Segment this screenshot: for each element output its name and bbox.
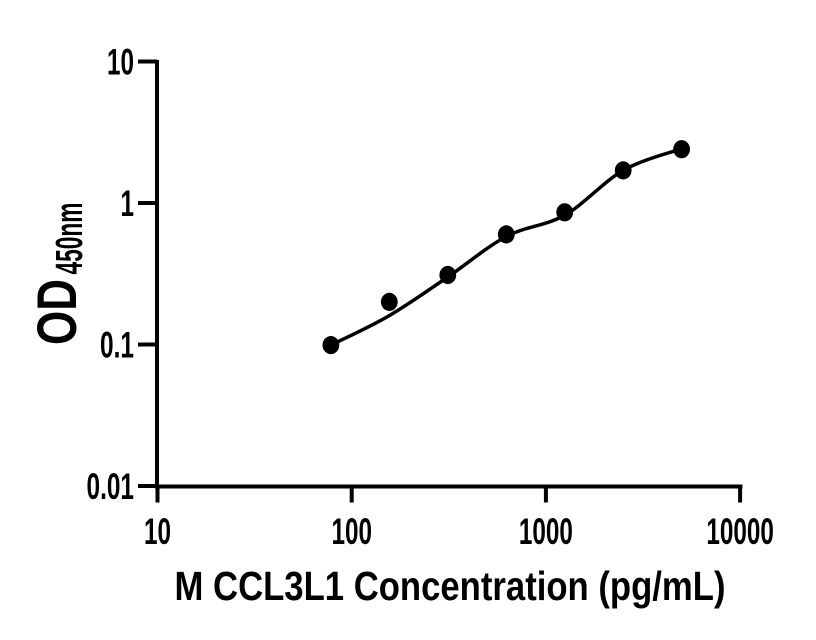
fit-curve-line bbox=[330, 147, 683, 347]
data-point bbox=[497, 225, 515, 244]
x-tick-label: 10000 bbox=[706, 511, 774, 552]
x-tick-label: 10 bbox=[144, 511, 171, 552]
data-point bbox=[614, 161, 632, 180]
x-tick-label: 1000 bbox=[519, 511, 573, 552]
data-point bbox=[439, 265, 457, 285]
data-point bbox=[322, 336, 340, 355]
data-point bbox=[673, 140, 690, 159]
y-axis-title-main: OD bbox=[25, 279, 88, 345]
y-tick-label: 1 bbox=[121, 183, 135, 224]
data-point bbox=[380, 292, 398, 311]
data-point bbox=[556, 203, 574, 222]
x-axis-title: M CCL3L1 Concentration (pg/mL) bbox=[175, 563, 726, 609]
y-axis-title: OD 450nm bbox=[25, 203, 91, 345]
y-tick-label: 10 bbox=[107, 42, 134, 83]
y-axis-title-subscript: 450nm bbox=[49, 203, 91, 275]
y-tick-label: 0.1 bbox=[100, 325, 134, 366]
y-tick-label: 0.01 bbox=[87, 466, 135, 507]
x-tick-label: 100 bbox=[331, 511, 372, 552]
